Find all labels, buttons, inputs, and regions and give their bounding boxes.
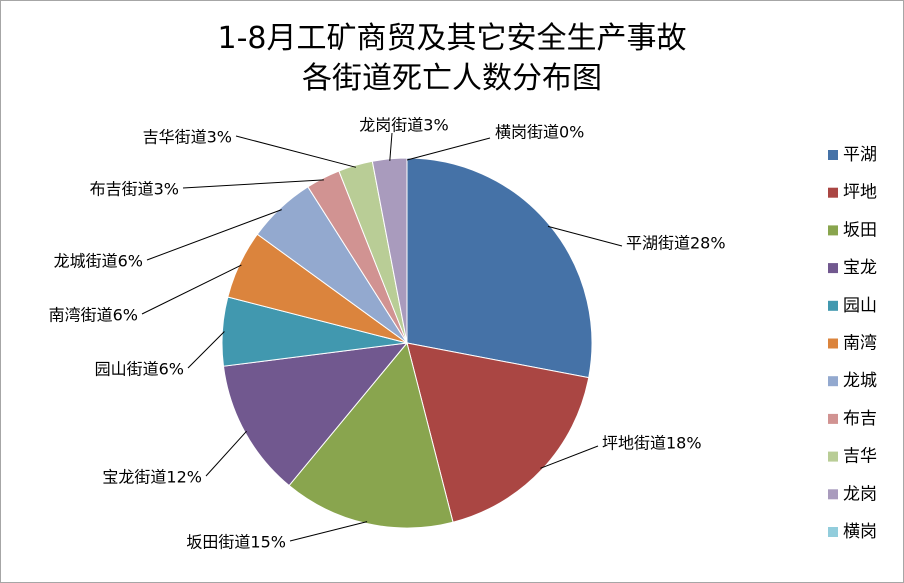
data-label-吉华: 吉华街道3% — [143, 128, 232, 147]
legend-label-坂田: 坂田 — [843, 220, 877, 240]
chart-title-line2: 各街道死亡人数分布图 — [302, 61, 602, 96]
leader-line-坪地 — [540, 445, 599, 469]
leader-line-吉华 — [235, 135, 357, 168]
legend-label-龙城: 龙城 — [843, 371, 877, 391]
data-label-宝龙: 宝龙街道12% — [102, 468, 202, 487]
legend-swatch-布吉 — [828, 413, 838, 424]
legend-label-布吉: 布吉 — [843, 409, 877, 429]
data-label-龙岗: 龙岗街道3% — [359, 116, 448, 135]
legend-label-平湖: 平湖 — [843, 145, 877, 165]
leader-line-南湾 — [141, 264, 242, 315]
leader-line-坂田 — [289, 521, 368, 542]
leader-line-园山 — [187, 331, 225, 369]
data-label-龙城: 龙城街道6% — [54, 252, 143, 271]
leader-line-布吉 — [182, 179, 324, 189]
pie-slice-宝龙 — [222, 342, 409, 487]
data-label-坪地: 坪地街道18% — [602, 434, 702, 453]
legend-swatch-坪地 — [828, 187, 838, 198]
pie-slice-坂田 — [288, 341, 454, 529]
legend-label-南湾: 南湾 — [843, 334, 877, 354]
legend-swatch-吉华 — [828, 451, 838, 462]
leader-lines — [141, 132, 623, 542]
data-label-横岗: 横岗街道0% — [495, 123, 584, 142]
leader-line-横岗 — [406, 137, 491, 161]
legend-label-园山: 园山 — [843, 296, 877, 316]
legend-label-宝龙: 宝龙 — [843, 258, 877, 278]
data-label-坂田: 坂田街道15% — [186, 533, 286, 552]
legend-label-横岗: 横岗 — [843, 522, 877, 542]
data-label-平湖: 平湖街道28% — [626, 234, 726, 253]
leader-line-平湖 — [547, 225, 623, 247]
legend-swatch-龙城 — [828, 376, 838, 387]
leader-line-龙岗 — [389, 132, 393, 161]
legend-swatch-龙岗 — [828, 489, 838, 500]
data-label-园山: 园山街道6% — [95, 360, 184, 379]
legend-swatch-平湖 — [828, 150, 838, 160]
pie-slice-坪地 — [406, 342, 590, 523]
legend-label-坪地: 坪地 — [843, 183, 877, 203]
leader-line-龙城 — [146, 209, 282, 261]
legend-swatch-横岗 — [828, 527, 838, 537]
legend-label-吉华: 吉华 — [843, 447, 877, 467]
data-labels: 平湖街道28% 坪地街道18% 坂田街道15% 宝龙街道12% 园山街道6% 南湾街道6%… — [49, 116, 726, 552]
legend-swatch-园山 — [828, 300, 838, 311]
data-label-南湾: 南湾街道6% — [49, 306, 138, 325]
legend-swatch-南湾 — [828, 338, 838, 349]
legend-swatch-坂田 — [828, 225, 838, 236]
pie-slice-平湖 — [406, 157, 593, 379]
data-label-布吉: 布吉街道3% — [90, 180, 179, 199]
legend-label-龙岗: 龙岗 — [843, 484, 877, 504]
chart-title-line1: 1-8月工矿商贸及其它安全生产事故 — [217, 21, 687, 56]
pie-slices — [221, 157, 593, 529]
legend-swatch-宝龙 — [828, 263, 838, 274]
leader-line-宝龙 — [205, 430, 247, 477]
